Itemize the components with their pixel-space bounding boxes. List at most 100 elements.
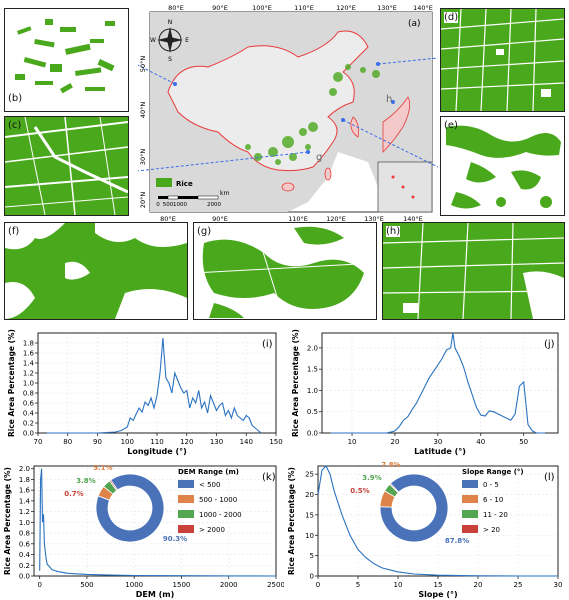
y-tick-label: 0: [310, 573, 314, 581]
legend-entry: 6 - 10: [483, 496, 503, 504]
donut-slice: [108, 479, 119, 492]
lon-tick: 130°E: [377, 4, 397, 12]
lon-tick-bottom: 90°E: [212, 215, 228, 223]
y-axis-label: Rice Area Percentage (%): [287, 467, 296, 575]
chart-i: 0.0 0.2 0.4 0.6 0.8 1.0 1.2 1.4 1.6 1.8 70 80 90 100 1…: [7, 329, 283, 456]
scale-bar: [158, 195, 219, 200]
y-tick-label: 1.0: [19, 519, 30, 527]
lat-tick: 20°N: [139, 192, 147, 209]
panel-b-label: (b): [8, 93, 23, 104]
y-tick-label: 0.2: [19, 562, 30, 570]
panel-b: (b): [4, 8, 129, 112]
panel-a: N S E W Rice km 0 500 1000 2000 g h (a) …: [127, 2, 449, 224]
panel-b-map: [15, 19, 115, 94]
panel-d: (d): [440, 8, 565, 112]
compass-icon: [157, 27, 183, 53]
lon-tick-bottom: 110°E: [288, 215, 308, 223]
y-tick-label: 1.4: [19, 497, 31, 505]
y-tick-label: 2.0: [19, 465, 30, 473]
panel-g: (g): [193, 222, 377, 320]
compass-s: S: [168, 56, 172, 63]
y-tick-label: 0.4: [23, 410, 35, 418]
x-tick-label: 20: [474, 581, 483, 589]
y-tick-label: 0.6: [23, 400, 35, 408]
lon-tick-bottom: 120°E: [326, 215, 346, 223]
y-tick-label: 1.2: [19, 508, 30, 516]
lat-tick: 40°N: [139, 102, 147, 119]
lon-tick: 140°E: [413, 4, 433, 12]
lat-tick: 50°N: [139, 56, 147, 73]
panel-c: (c): [4, 116, 129, 216]
panel-c-map: [5, 117, 128, 215]
series-line: [317, 465, 558, 577]
x-tick-label: 15: [434, 581, 443, 589]
x-tick-label: 130: [210, 438, 223, 446]
panel-d-label: (d): [444, 12, 459, 23]
slice-value-label: 3.8%: [76, 477, 95, 485]
x-axis-label: Longitude (°): [127, 447, 187, 456]
donut-slice: [379, 473, 449, 543]
donut-slice: [389, 482, 400, 494]
lon-tick: 80°E: [168, 4, 184, 12]
slice-value-label: 3.9%: [362, 474, 381, 482]
panel-label: (i): [262, 339, 273, 350]
x-tick-label: 70: [34, 438, 43, 446]
slice-value-label: 5.1%: [93, 464, 112, 472]
x-axis-label: Slope (°): [418, 590, 457, 599]
y-tick-label: 0.6: [19, 540, 31, 548]
series-line: [39, 468, 277, 577]
y-tick-label: 1.8: [23, 340, 34, 348]
y-tick-label: 1.0: [307, 387, 318, 395]
inset-letter-h: h: [386, 94, 392, 105]
x-tick-label: 2500: [267, 581, 284, 589]
x-tick-label: 10: [394, 581, 403, 589]
panel-h-map: [383, 223, 564, 319]
arrow-to-c: [127, 151, 309, 173]
y-axis-label: Rice Area Percentage (%): [291, 329, 300, 437]
legend-entry: 500 - 1000: [199, 496, 237, 504]
x-tick-label: 150: [269, 438, 282, 446]
series-line: [46, 337, 262, 434]
x-tick-label: 1500: [173, 581, 191, 589]
y-tick-label: 15: [305, 511, 314, 519]
y-tick-label: 5: [310, 552, 314, 560]
y-tick-label: 20: [305, 491, 314, 499]
legend-entry: 0 - 5: [483, 481, 499, 489]
scale-unit: km: [220, 190, 229, 197]
x-tick-label: 30: [554, 581, 563, 589]
panel-label: (l): [544, 472, 555, 483]
x-tick-label: 500: [80, 581, 93, 589]
y-tick-label: 2.0: [307, 344, 318, 352]
chart-k: 0.0 0.2 0.4 0.6 0.8 1.0 1.2 1.4 1.6 1.8 2.0 0 500 100…: [3, 464, 284, 599]
y-tick-label: 1.4: [23, 360, 35, 368]
arrow-to-b: [127, 59, 176, 85]
lon-tick: 100°E: [252, 4, 272, 12]
chart-j: 0.0 0.5 1.0 1.5 2.0 10 20 30 40 50 Latitude (°) Ric…: [291, 329, 559, 456]
panel-f: (f): [4, 222, 188, 320]
x-tick-label: 40: [476, 438, 485, 446]
x-tick-label: 20: [390, 438, 399, 446]
legend-entry: 11 - 20: [483, 511, 508, 519]
compass-n: N: [168, 19, 173, 26]
panel-g-map: [194, 223, 376, 319]
y-tick-label: 1.8: [19, 476, 30, 484]
panel-e-map: [446, 125, 561, 209]
donut-slice: [95, 473, 165, 543]
legend-entry: 1000 - 2000: [199, 511, 242, 519]
x-tick-label: 90: [93, 438, 102, 446]
lon-tick: 90°E: [212, 4, 228, 12]
y-tick-label: 10: [305, 532, 314, 540]
scale-tick: 500: [163, 202, 174, 208]
legend-entry: < 500: [199, 481, 220, 489]
panel-a-label: (a): [408, 19, 421, 29]
panel-f-label: (f): [8, 226, 20, 237]
lon-tick: 120°E: [336, 4, 356, 12]
panel-g-label: (g): [197, 226, 212, 237]
panel-d-map: [441, 9, 564, 111]
slice-value-label: 7.8%: [381, 461, 400, 469]
y-tick-label: 0.2: [23, 420, 34, 428]
legend-entry: > 20: [483, 526, 500, 534]
slice-value-label: 90.3%: [163, 535, 187, 543]
legend-swatch: [178, 525, 194, 533]
compass-e: E: [185, 37, 189, 44]
